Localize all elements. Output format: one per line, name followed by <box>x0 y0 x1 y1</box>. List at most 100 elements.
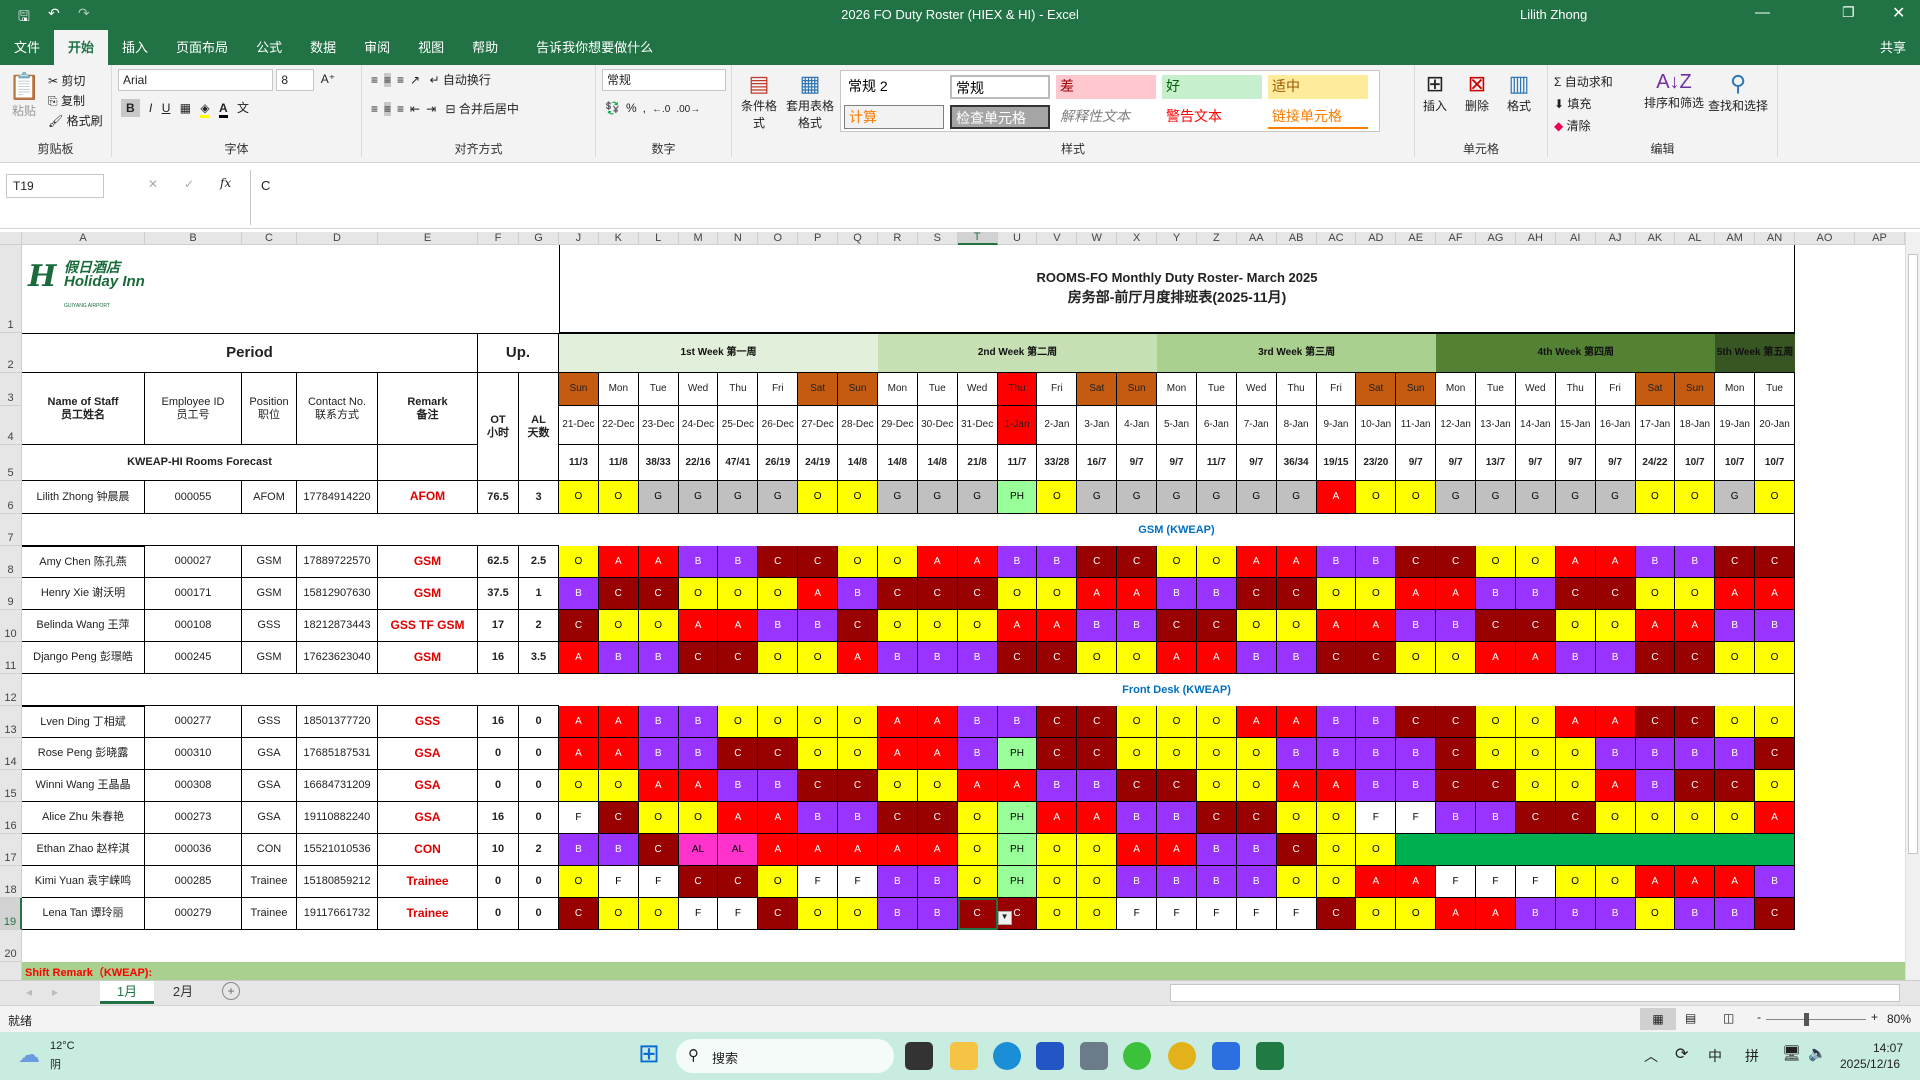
roster-cell[interactable]: C <box>559 898 599 930</box>
bold-button[interactable]: B <box>121 99 140 117</box>
roster-cell[interactable]: G <box>1476 481 1516 514</box>
roster-cell[interactable]: PH <box>997 481 1038 514</box>
roster-cell[interactable]: B <box>638 738 679 770</box>
roster-cell[interactable]: O <box>1077 642 1118 674</box>
roster-cell[interactable]: O <box>957 610 998 642</box>
roster-cell[interactable]: A <box>1555 546 1596 578</box>
roster-cell[interactable]: C <box>877 802 918 834</box>
align-right-icon[interactable]: ≡ <box>397 102 405 116</box>
roster-cell[interactable]: B <box>997 706 1038 738</box>
roster-cell[interactable]: A <box>638 546 679 578</box>
roster-cell[interactable]: C <box>1675 706 1716 738</box>
roster-cell[interactable]: O <box>877 546 918 578</box>
roster-cell[interactable]: A <box>678 610 719 642</box>
roster-cell[interactable]: O <box>1715 706 1756 738</box>
roster-cell[interactable]: A <box>1436 578 1477 610</box>
align-bottom-icon[interactable]: ≡ <box>397 73 405 87</box>
roster-cell[interactable]: C <box>1755 546 1795 578</box>
roster-cell[interactable]: G <box>1515 481 1556 514</box>
roster-cell[interactable]: PH <box>997 834 1038 866</box>
roster-cell[interactable]: B <box>798 610 839 642</box>
roster-cell[interactable]: B <box>598 834 639 866</box>
roster-cell[interactable]: C <box>1356 642 1397 674</box>
sheet-tab[interactable]: 1月 <box>100 981 154 1004</box>
roster-cell[interactable]: B <box>1196 834 1237 866</box>
roster-cell[interactable]: O <box>1236 770 1277 802</box>
roster-cell[interactable]: O <box>838 898 878 930</box>
roster-cell[interactable]: B <box>598 642 639 674</box>
roster-cell[interactable]: B <box>1515 898 1556 930</box>
roster-cell[interactable]: A <box>598 706 639 738</box>
roster-cell[interactable]: B <box>997 546 1038 578</box>
roster-cell[interactable]: O <box>598 770 639 802</box>
roster-cell[interactable]: O <box>1236 610 1277 642</box>
insert-cells-button[interactable]: ⊞ 插入 <box>1423 71 1447 114</box>
roster-cell[interactable]: B <box>957 738 998 770</box>
roster-cell[interactable]: G <box>638 481 679 514</box>
roster-cell[interactable]: A <box>1715 866 1756 898</box>
roster-cell[interactable]: C <box>678 642 719 674</box>
cell-style-option[interactable]: 检查单元格 <box>950 105 1050 129</box>
roster-cell[interactable]: O <box>957 802 998 834</box>
column-header[interactable]: S <box>917 232 958 245</box>
grow-font-icon[interactable]: A⁺ <box>320 72 336 87</box>
roster-cell[interactable]: G <box>758 481 799 514</box>
roster-cell[interactable]: B <box>1635 738 1676 770</box>
roster-cell[interactable]: B <box>1715 738 1756 770</box>
roster-cell[interactable]: A <box>838 642 878 674</box>
roster-cell[interactable]: C <box>1276 578 1317 610</box>
roster-cell[interactable]: O <box>718 578 759 610</box>
align-top-icon[interactable]: ≡ <box>371 73 379 87</box>
sort-filter-button[interactable]: A↓Z 排序和筛选 <box>1644 71 1704 111</box>
roster-cell[interactable]: O <box>1196 546 1237 578</box>
roster-cell[interactable]: O <box>1755 770 1795 802</box>
start-icon[interactable]: ⊞ <box>638 1038 660 1068</box>
cell-style-option[interactable]: 链接单元格 <box>1268 105 1368 129</box>
roster-cell[interactable]: C <box>1196 610 1237 642</box>
roster-cell[interactable]: G <box>1595 481 1636 514</box>
roster-cell[interactable]: A <box>1595 546 1636 578</box>
cell-style-option[interactable]: 常规 2 <box>844 75 944 99</box>
roster-cell[interactable]: O <box>838 706 878 738</box>
roster-cell[interactable]: A <box>1476 898 1516 930</box>
roster-cell[interactable]: AL <box>678 834 719 866</box>
roster-cell[interactable]: B <box>917 866 958 898</box>
border-icon[interactable]: ▦ <box>179 101 192 115</box>
roster-cell[interactable]: O <box>957 834 998 866</box>
cancel-icon[interactable]: ✕ <box>148 177 159 191</box>
column-header[interactable]: AG <box>1476 232 1516 245</box>
roster-cell[interactable]: O <box>638 802 679 834</box>
clear-button[interactable]: ◆ 清除 <box>1554 115 1613 137</box>
roster-cell[interactable]: A <box>1635 610 1676 642</box>
column-header[interactable]: AF <box>1436 232 1477 245</box>
roster-cell[interactable]: O <box>917 770 958 802</box>
roster-cell[interactable]: A <box>838 834 878 866</box>
roster-cell[interactable]: B <box>758 610 799 642</box>
roster-cell[interactable]: B <box>1276 738 1317 770</box>
roster-cell[interactable]: B <box>1316 706 1357 738</box>
roster-cell[interactable]: A <box>957 546 998 578</box>
roster-cell[interactable]: A <box>1157 642 1197 674</box>
select-all-corner[interactable] <box>0 232 22 245</box>
column-header[interactable]: AO <box>1795 232 1855 245</box>
roster-cell[interactable]: A <box>598 738 639 770</box>
roster-cell[interactable]: O <box>1755 706 1795 738</box>
roster-cell[interactable]: A <box>1316 770 1357 802</box>
font-name-select[interactable]: Arial <box>118 69 273 91</box>
roster-cell[interactable]: A <box>1595 706 1636 738</box>
roster-cell[interactable]: G <box>1157 481 1197 514</box>
roster-cell[interactable]: G <box>678 481 719 514</box>
roster-cell[interactable]: C <box>1316 642 1357 674</box>
roster-cell[interactable]: O <box>877 770 918 802</box>
roster-cell[interactable]: O <box>1675 481 1716 514</box>
weather-desc[interactable]: 阴 <box>50 1059 61 1071</box>
zoom-level[interactable]: 80% <box>1887 1012 1912 1026</box>
menu-tab[interactable]: 开始 <box>54 30 109 65</box>
ime-pinyin[interactable]: 拼 <box>1745 1048 1759 1064</box>
enter-icon[interactable]: ✓ <box>184 177 195 191</box>
roster-cell[interactable]: C <box>1515 610 1556 642</box>
roster-cell[interactable]: B <box>1595 898 1636 930</box>
column-header[interactable]: T <box>957 232 998 245</box>
dropdown-arrow-icon[interactable]: ▼ <box>997 911 1012 925</box>
font-color-icon[interactable]: A <box>218 101 228 118</box>
